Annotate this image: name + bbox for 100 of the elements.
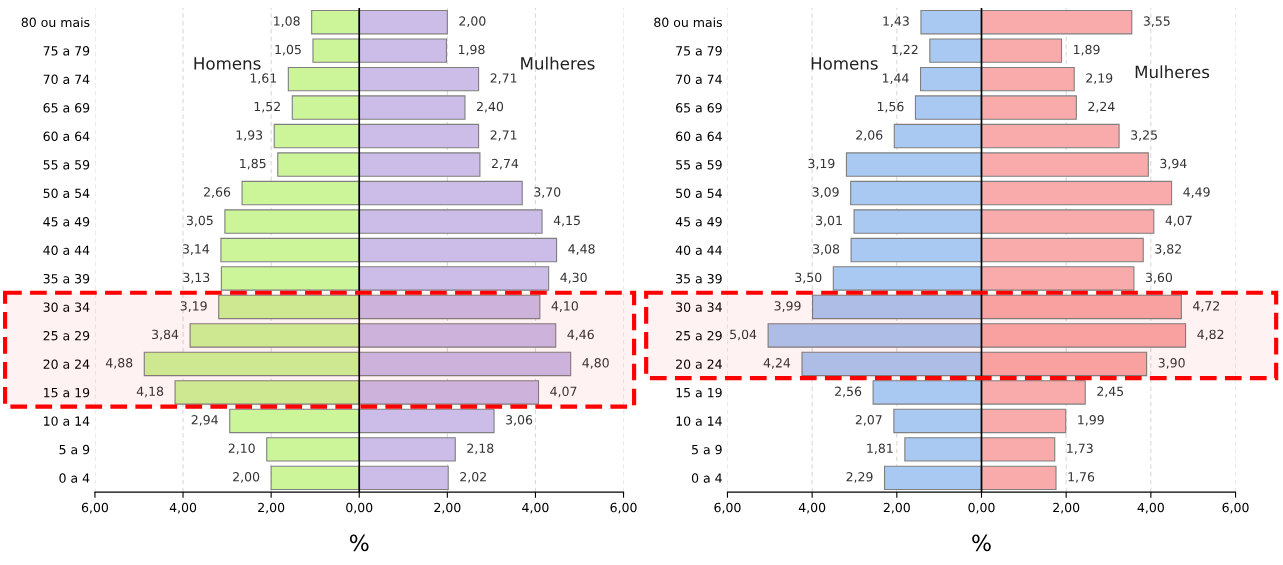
x-tick-label: 2,00 [434, 502, 461, 514]
bar [270, 465, 360, 491]
data-label: 1,44 [882, 73, 909, 85]
data-label: 2,45 [1097, 386, 1124, 398]
data-label: 2,00 [459, 16, 486, 28]
x-axis-title: % [349, 534, 369, 552]
y-tick-label: 0 a 4 [59, 473, 90, 483]
x-tick-label: 6,00 [1222, 502, 1249, 514]
data-label: 4,10 [551, 301, 578, 312]
data-label: 3,99 [774, 301, 801, 312]
x-tick-label: 4,00 [1137, 502, 1164, 514]
data-label: 4,46 [567, 329, 594, 341]
x-tick-label: 4,00 [798, 502, 826, 514]
y-tick-label: 35 a 39 [676, 273, 722, 284]
data-label: 4,49 [1183, 187, 1210, 198]
data-label: 4,30 [560, 272, 587, 284]
bar [358, 95, 466, 120]
bar [312, 38, 360, 63]
y-tick-label: 0 a 4 [691, 473, 722, 483]
bar [358, 237, 558, 263]
data-label: 4,07 [1165, 215, 1192, 227]
y-tick-label: 80 ou mais [21, 17, 90, 28]
data-label: 3,60 [1145, 272, 1173, 284]
x-tick-label: 2,00 [883, 502, 910, 514]
data-label: 1,76 [1068, 472, 1095, 483]
data-label: 1,93 [236, 130, 263, 141]
text: Mulheres [521, 56, 595, 70]
bar [358, 294, 541, 320]
x-axis-title: % [972, 534, 991, 552]
x-tick-label: 6,00 [81, 502, 109, 514]
x-tick-label: 4,00 [169, 502, 197, 514]
data-label: 2,40 [476, 101, 504, 113]
data-label: 3,08 [813, 244, 840, 255]
data-label: 3,84 [152, 329, 179, 341]
data-label: 4,72 [1193, 301, 1220, 312]
bar [277, 152, 360, 177]
bar [358, 380, 540, 405]
bar [358, 209, 543, 234]
x-tick-label: 0,00 [968, 502, 995, 514]
y-tick-label: 15 a 19 [44, 387, 90, 398]
data-label: 3,70 [534, 187, 561, 198]
data-label: 1,05 [275, 44, 301, 56]
bar [311, 9, 360, 35]
data-label: 3,19 [808, 158, 835, 170]
data-label: 3,55 [1143, 16, 1170, 28]
series-label: Homens [194, 57, 261, 70]
data-label: 2,71 [490, 73, 517, 85]
bar [174, 380, 360, 405]
data-label: 3,14 [182, 244, 210, 255]
bar [358, 9, 448, 35]
y-tick-label: 5 a 9 [59, 444, 90, 455]
y-tick-label: 80 ou mais [654, 17, 722, 28]
bar [358, 465, 449, 491]
data-label: 2,71 [490, 130, 517, 141]
data-label: 4,48 [568, 244, 595, 255]
data-label: 1,22 [892, 44, 918, 56]
y-tick-label: 50 a 54 [43, 188, 90, 198]
y-tick-label: 75 a 79 [676, 46, 722, 56]
y-tick-label: 60 a 64 [43, 131, 90, 142]
bar [358, 66, 480, 92]
data-label: 2,07 [855, 415, 882, 426]
y-tick-label: 55 a 59 [676, 160, 722, 170]
bar [266, 437, 360, 462]
data-label: 3,13 [183, 272, 210, 284]
y-tick-label: 60 a 64 [676, 131, 722, 142]
y-tick-label: 20 a 24 [43, 359, 90, 369]
data-label: 2,74 [491, 158, 519, 170]
data-label: 4,82 [1197, 329, 1224, 341]
data-label: 2,00 [233, 472, 260, 483]
y-tick-label: 15 a 19 [676, 387, 722, 398]
data-label: 1,56 [877, 101, 904, 113]
data-label: 3,50 [795, 272, 822, 284]
x-tick-label: 4,00 [522, 502, 549, 514]
y-tick-label: 70 a 74 [43, 74, 90, 85]
data-label: 3,01 [816, 215, 842, 227]
bar [358, 351, 572, 377]
data-label: 1,99 [1078, 415, 1104, 426]
bar [358, 38, 448, 63]
data-label: 5,04 [730, 329, 757, 341]
x-tick-label: 6,00 [610, 502, 637, 514]
data-label: 1,73 [1067, 443, 1093, 455]
bar [229, 408, 360, 434]
data-label: 2,94 [191, 415, 218, 426]
bar [358, 323, 557, 348]
data-label: 2,18 [467, 443, 494, 455]
bar [143, 351, 360, 377]
data-label: 2,19 [1086, 73, 1113, 85]
data-label: 2,56 [835, 386, 862, 398]
bar [358, 123, 480, 149]
y-tick-label: 40 a 44 [675, 245, 722, 255]
text: Homens [811, 57, 878, 70]
y-tick-label: 50 a 54 [676, 188, 722, 198]
data-label: 1,52 [254, 101, 280, 113]
y-tick-label: 45 a 49 [675, 217, 722, 227]
data-label: 1,08 [274, 16, 300, 28]
bar [358, 437, 456, 462]
data-label: 4,15 [553, 215, 580, 227]
y-tick-label: 70 a 74 [676, 74, 722, 85]
bar [224, 209, 360, 234]
bar [287, 66, 360, 92]
